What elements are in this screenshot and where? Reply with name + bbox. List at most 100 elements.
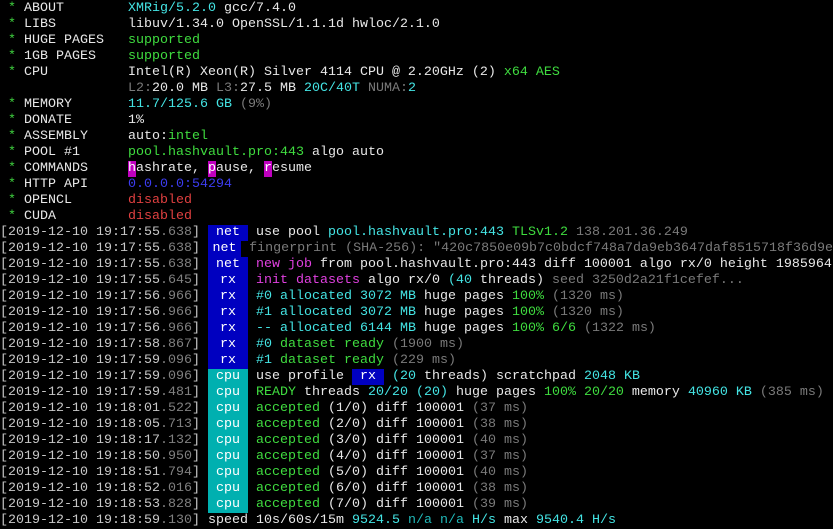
- log-timestamp: [2019-12-10 19:18:17.132]: [0, 433, 200, 448]
- star-bullet-icon: *: [8, 209, 16, 224]
- timestamp-time: 2019-12-10 19:18:59: [8, 513, 160, 528]
- log-message: huge pages: [415, 321, 512, 336]
- log-row: [2019-12-10 19:18:59.130] speed 10s/60s/1…: [0, 513, 833, 529]
- log-message: 40960 KB: [687, 385, 752, 400]
- log-message: accepted: [256, 465, 320, 480]
- log-message: (6/0) diff 100001: [320, 481, 464, 496]
- log-row: [2019-12-10 19:17:56.966] rx -- allocated …: [0, 321, 833, 337]
- log-timestamp: [2019-12-10 19:17:58.867]: [0, 337, 200, 352]
- timestamp-time: 2019-12-10 19:17:56: [8, 289, 160, 304]
- log-tag-badge: net: [207, 241, 242, 257]
- log-message: n/a n/a: [399, 513, 464, 528]
- info-value: ashrate,: [136, 161, 208, 176]
- log-message: huge pages: [415, 305, 512, 320]
- timestamp-ms: .867: [159, 337, 192, 352]
- log-message: #1: [256, 353, 272, 368]
- timestamp-ms: .713: [159, 417, 192, 432]
- timestamp-ms: .794: [159, 465, 192, 480]
- info-value: XMRig/5.2.0: [128, 1, 216, 16]
- info-row: L2: 20.0 MB L3: 27.5 MB 20C/40T NUMA: 2: [0, 81, 833, 97]
- timestamp-ms: .966: [159, 289, 192, 304]
- info-label: HUGE PAGES: [24, 33, 104, 48]
- info-value: Intel(R) Xeon(R) Silver 4114 CPU @ 2.20G…: [128, 65, 496, 80]
- star-bullet-icon: *: [8, 145, 16, 160]
- info-value: 0.0.0.0:54294: [128, 177, 232, 192]
- log-message: (40 ms): [463, 465, 528, 480]
- timestamp-time: 2019-12-10 19:17:59: [8, 385, 160, 400]
- log-timestamp: [2019-12-10 19:17:56.966]: [0, 321, 200, 336]
- timestamp-ms: .096: [159, 369, 192, 384]
- log-message: fingerprint (SHA-256): "420c7850e09b7c0b…: [249, 241, 833, 256]
- star-bullet-icon: *: [8, 129, 16, 144]
- info-row: * MEMORY 11.7/125.6 GB (9%): [0, 97, 833, 113]
- timestamp-ms: .966: [159, 305, 192, 320]
- log-message: algo rx/0: [359, 273, 448, 288]
- log-tag-badge: rx: [208, 337, 248, 353]
- log-message: accepted: [256, 481, 320, 496]
- log-message: seed 3250d2a21f1cefef...: [543, 273, 744, 288]
- command-hotkey: r: [263, 161, 272, 177]
- info-value: 20.0 MB: [152, 81, 216, 96]
- timestamp-time: 2019-12-10 19:18:50: [8, 449, 160, 464]
- info-value: ause,: [215, 161, 264, 176]
- log-timestamp: [2019-12-10 19:17:55.638]: [0, 257, 200, 272]
- log-message: (385 ms): [751, 385, 824, 400]
- log-tag-badge: cpu: [208, 465, 248, 481]
- log-message: (229 ms): [383, 353, 456, 368]
- info-label: POOL #1: [24, 145, 80, 160]
- info-row: * ABOUT XMRig/5.2.0 gcc/7.4.0: [0, 1, 833, 17]
- info-label: LIBS: [24, 17, 56, 32]
- info-label: CPU: [24, 65, 48, 80]
- star-bullet-icon: *: [8, 65, 16, 80]
- log-message: memory: [623, 385, 688, 400]
- log-row: [2019-12-10 19:17:55.645] rx init datasets…: [0, 273, 833, 289]
- info-row: * CUDA disabled: [0, 209, 833, 225]
- info-row: * LIBS libuv/1.34.0 OpenSSL/1.1.1d hwloc/2…: [0, 17, 833, 33]
- log-tag-badge: rx: [208, 289, 248, 305]
- log-timestamp: [2019-12-10 19:18:59.130]: [0, 513, 200, 528]
- log-row: [2019-12-10 19:18:51.794] cpu accepted (5/…: [0, 465, 833, 481]
- info-row: * HTTP API 0.0.0.0:54294: [0, 177, 833, 193]
- info-label: ASSEMBLY: [24, 129, 88, 144]
- timestamp-ms: .638: [159, 225, 192, 240]
- log-message: from pool.hashvault.pro:443 diff 100001 …: [312, 257, 832, 272]
- log-timestamp: [2019-12-10 19:18:52.016]: [0, 481, 200, 496]
- info-value: (9%): [231, 97, 272, 112]
- timestamp-time: 2019-12-10 19:17:55: [8, 273, 160, 288]
- info-row: * 1GB PAGES supported: [0, 49, 833, 65]
- log-message: 100%: [511, 289, 544, 304]
- log-message: 9540.4 H/s: [535, 513, 616, 528]
- timestamp-ms: .522: [159, 401, 192, 416]
- timestamp-time: 2019-12-10 19:17:58: [8, 337, 160, 352]
- log-tag-badge: net: [208, 257, 248, 273]
- log-timestamp: [2019-12-10 19:18:50.950]: [0, 449, 200, 464]
- timestamp-ms: .132: [159, 433, 192, 448]
- log-tag-badge: rx: [208, 321, 248, 337]
- log-message: (4/0) diff 100001: [320, 449, 464, 464]
- log-tag-badge: cpu: [208, 401, 248, 417]
- info-value: disabled: [128, 193, 192, 208]
- log-row: [2019-12-10 19:17:55.638] net use pool poo…: [0, 225, 833, 241]
- log-message: READY: [256, 385, 296, 400]
- log-row: [2019-12-10 19:17:56.966] rx #0 allocated …: [0, 289, 833, 305]
- timestamp-ms: .966: [159, 321, 192, 336]
- timestamp-time: 2019-12-10 19:18:05: [8, 417, 160, 432]
- log-tag-badge: net: [208, 225, 248, 241]
- log-message: max: [495, 513, 536, 528]
- log-message: #0 allocated 3072 MB: [256, 289, 416, 304]
- log-message: (38 ms): [463, 417, 528, 432]
- log-tag-badge: rx: [208, 353, 248, 369]
- log-timestamp: [2019-12-10 19:17:56.966]: [0, 305, 200, 320]
- log-message: threads): [415, 369, 488, 384]
- info-value: 27.5 MB: [240, 81, 304, 96]
- log-message: use pool: [256, 225, 328, 240]
- info-value: esume: [271, 161, 312, 176]
- log-timestamp: [2019-12-10 19:18:51.794]: [0, 465, 200, 480]
- timestamp-ms: .638: [159, 241, 192, 256]
- log-row: [2019-12-10 19:17:59.096] cpu use profile …: [0, 369, 833, 385]
- timestamp-ms: .645: [159, 273, 192, 288]
- log-message: pool.hashvault.pro:443: [327, 225, 512, 240]
- log-message: use profile: [256, 369, 352, 384]
- log-row: [2019-12-10 19:17:56.966] rx #1 allocated …: [0, 305, 833, 321]
- log-message: #1 allocated 3072 MB: [256, 305, 416, 320]
